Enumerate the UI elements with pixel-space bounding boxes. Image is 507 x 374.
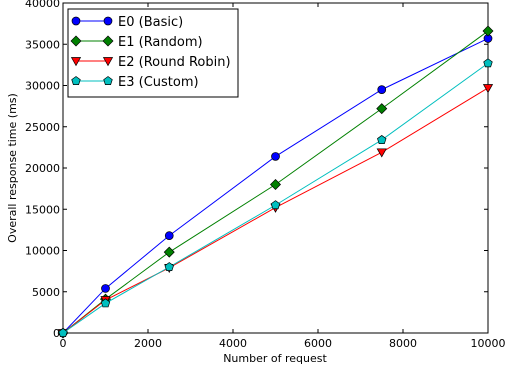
data-point (270, 200, 281, 210)
legend-marker (102, 35, 114, 47)
data-point (377, 135, 387, 144)
x-tick-label: 6000 (304, 337, 332, 350)
y-tick-label: 15000 (25, 203, 60, 216)
legend-marker (103, 76, 113, 85)
series-2 (57, 84, 494, 339)
x-tick-label: 2000 (134, 337, 162, 350)
legend-marker (70, 35, 82, 47)
data-point (483, 58, 493, 68)
x-tick-label: 0 (60, 337, 67, 350)
y-tick-label: 40000 (25, 0, 60, 10)
series-line (62, 30, 489, 334)
y-tick-label: 5000 (32, 286, 60, 299)
y-tick-label: 20000 (25, 162, 60, 175)
series-3 (58, 58, 493, 337)
series-line (62, 38, 489, 334)
data-point (163, 246, 175, 258)
data-point (377, 85, 387, 94)
legend-box (67, 8, 239, 98)
legend-label: E1 (Random) (118, 35, 203, 50)
x-tick-label: 10000 (471, 337, 506, 350)
legend-marker (71, 16, 81, 26)
data-point (376, 103, 388, 115)
data-point (164, 262, 174, 271)
data-point (101, 284, 110, 293)
series-line (62, 62, 489, 334)
legend-marker (102, 57, 114, 67)
y-tick-label: 25000 (25, 121, 60, 134)
x-tick-label: 4000 (219, 337, 247, 350)
data-point (271, 152, 280, 161)
x-tick-label: 8000 (389, 337, 417, 350)
y-axis-label: Overall response time (ms) (6, 93, 19, 243)
data-point (100, 298, 111, 308)
legend-label: E2 (Round Robin) (118, 55, 231, 70)
legend-label: E0 (Basic) (118, 15, 183, 30)
series-line (62, 87, 489, 334)
x-axis-label: Number of request (223, 352, 327, 365)
data-point (270, 179, 281, 190)
data-point (58, 328, 68, 337)
data-point (482, 25, 494, 37)
y-tick-label: 0 (53, 327, 60, 340)
legend-marker (71, 76, 81, 85)
y-tick-label: 30000 (25, 80, 60, 93)
legend-marker (70, 57, 82, 67)
data-point (164, 231, 174, 240)
y-tick-label: 35000 (25, 38, 60, 51)
legend: E0 (Basic) E1 (Random) E2 (Round Robin) E3 … (67, 8, 239, 98)
data-point (482, 84, 494, 94)
y-tick-label: 10000 (25, 245, 60, 258)
legend-label: E3 (Custom) (118, 75, 199, 90)
data-point (376, 148, 387, 158)
legend-marker (103, 16, 113, 26)
